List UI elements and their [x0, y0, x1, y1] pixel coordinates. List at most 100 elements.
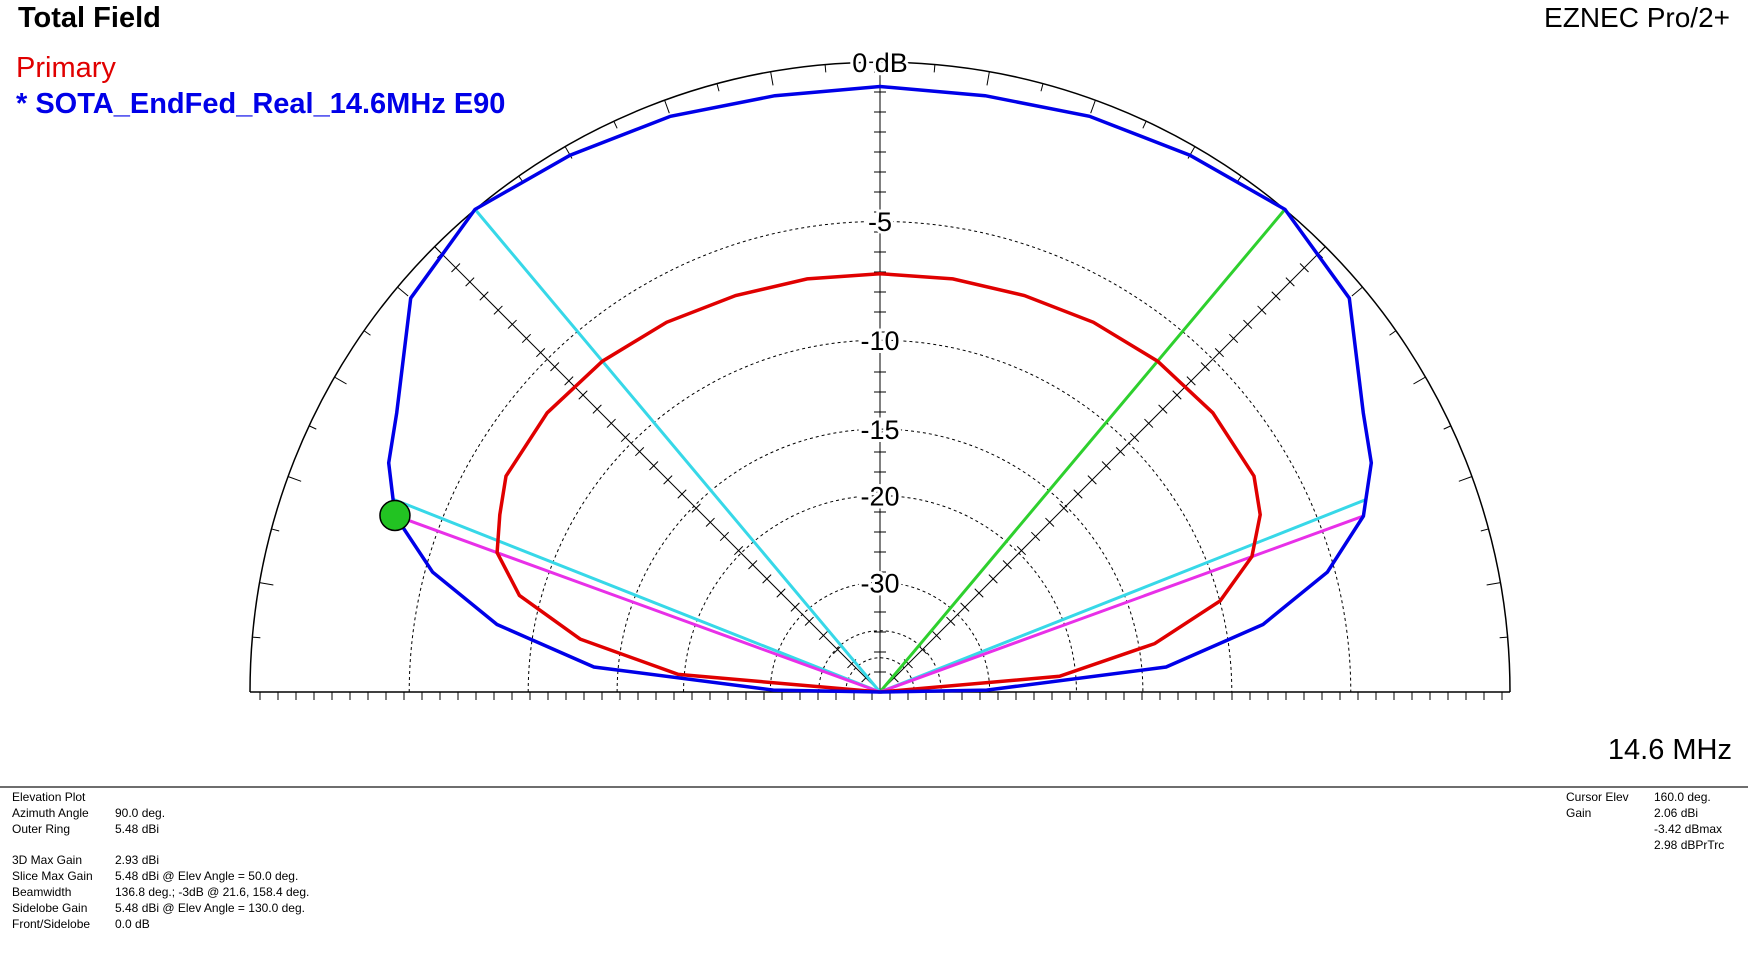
spoke-tick [493, 305, 503, 315]
spoke-tick [634, 446, 645, 457]
angle-tick [1040, 83, 1044, 92]
spoke-tick [988, 574, 998, 584]
radial-scale-labels: 0 dB -5 -10 -15 -20 -30 [849, 45, 911, 601]
frequency-label: 14.6 MHz [1607, 734, 1732, 766]
max_gain-line [878, 208, 1287, 693]
info-value: 160.0 deg. [1654, 790, 1711, 804]
info-label: Outer Ring [12, 822, 71, 836]
angle-tick [1351, 286, 1363, 297]
info-value: 2.98 dBPrTrc [1654, 838, 1725, 852]
info-label: Azimuth Angle [12, 806, 89, 820]
angle-tick [716, 83, 720, 92]
spoke-tick [1172, 390, 1182, 400]
info-value: 2.06 dBi [1654, 806, 1699, 820]
spoke-tick [748, 560, 758, 570]
spoke-tick [691, 503, 701, 513]
spoke-tick [762, 574, 772, 584]
angle-tick [1443, 425, 1452, 430]
cursor-info-panel: Cursor Elev 160.0 deg. Gain 2.06 dBi -3.… [1566, 790, 1746, 870]
spoke-tick [889, 673, 899, 683]
pattern-traces [386, 84, 1374, 694]
info-value: 5.48 dBi @ Elev Angle = 50.0 deg. [115, 869, 299, 883]
cursor-layer [379, 499, 411, 532]
spoke-tick [465, 277, 475, 287]
radial-spoke [434, 246, 881, 693]
spoke-tick [521, 333, 532, 344]
spoke-tick [535, 347, 546, 358]
angle-tick [933, 64, 936, 73]
info-value: 136.8 deg.; -3dB @ 21.6, 158.4 deg. [115, 885, 310, 899]
elevation-polar-plot[interactable]: 0 dB -5 -10 -15 -20 -30 [0, 0, 1748, 786]
angle-tick [287, 476, 302, 482]
spoke-tick [1257, 305, 1267, 315]
spoke-tick [451, 263, 461, 273]
info-value: 0.0 dB [115, 917, 150, 931]
radial-scale-label: -5 [868, 207, 892, 237]
angle-tick [434, 246, 441, 253]
spoke-tick [1059, 503, 1069, 513]
angle-tick [363, 330, 371, 336]
angle-tick [252, 636, 261, 639]
plot-info-panel: Elevation Plot Azimuth Angle 90.0 deg. O… [12, 790, 612, 960]
sidelobe_a-line [879, 514, 1364, 694]
spoke-tick [677, 489, 687, 499]
info-label: 3D Max Gain [12, 853, 83, 867]
angle-tick [613, 120, 618, 129]
spoke-tick [818, 630, 829, 641]
info-label: Slice Max Gain [12, 869, 93, 883]
spoke-tick [1030, 531, 1041, 542]
spoke-tick [719, 531, 730, 542]
angle-tick [1480, 528, 1489, 532]
angle-tick [824, 64, 827, 73]
plot-ticks [250, 62, 1510, 700]
spoke-tick [705, 517, 715, 527]
angle-tick [1486, 582, 1501, 586]
spoke-tick [1200, 362, 1210, 372]
info-label: Front/Sidelobe [12, 917, 91, 931]
spoke-tick [1271, 291, 1281, 301]
spoke-tick [1158, 404, 1168, 414]
spoke-tick [861, 673, 871, 683]
radial-scale-label: -20 [860, 482, 899, 512]
radial-scale-label: -10 [860, 326, 899, 356]
spoke-tick [479, 291, 489, 301]
radial-scale-label: 0 dB [852, 48, 908, 78]
spoke-tick [1016, 545, 1027, 556]
compare-trace [386, 84, 1374, 694]
legend-primary: Primary [16, 52, 116, 84]
angle-tick [1458, 476, 1473, 482]
spoke-tick [804, 616, 814, 626]
angle-tick [1499, 636, 1508, 639]
grid-ring [845, 657, 915, 693]
angle-tick [334, 376, 347, 385]
angle-tick [1389, 330, 1397, 336]
info-label: Gain [1566, 806, 1592, 820]
spoke-tick [1115, 446, 1126, 457]
sidelobe_b-line [394, 514, 881, 694]
spoke-tick [578, 390, 588, 400]
angle-tick [259, 582, 274, 586]
angle-tick [770, 71, 774, 86]
info-value: 5.48 dBi @ Elev Angle = 130.0 deg. [115, 901, 305, 915]
spoke-tick [1045, 517, 1055, 527]
spoke-tick [564, 376, 574, 386]
spoke-tick [1243, 319, 1253, 329]
primary-trace [495, 271, 1262, 694]
spoke-tick [550, 362, 560, 372]
spoke-tick [1002, 560, 1012, 570]
beamwidth-line [391, 497, 881, 694]
spoke-tick [931, 630, 942, 641]
spoke-tick [960, 602, 970, 612]
spoke-tick [1144, 418, 1154, 428]
spoke-tick [776, 588, 786, 598]
spoke-tick [1129, 432, 1140, 443]
radial-spoke [879, 246, 1326, 693]
angle-tick [1319, 246, 1326, 253]
info-value: -3.42 dBmax [1654, 822, 1723, 836]
spoke-tick [620, 432, 631, 443]
spoke-tick [663, 475, 673, 485]
product-name: EZNEC Pro/2+ [1544, 2, 1730, 33]
info-label: Beamwidth [12, 885, 72, 899]
info-value: 2.93 dBi [115, 853, 160, 867]
angle-tick [664, 99, 670, 114]
